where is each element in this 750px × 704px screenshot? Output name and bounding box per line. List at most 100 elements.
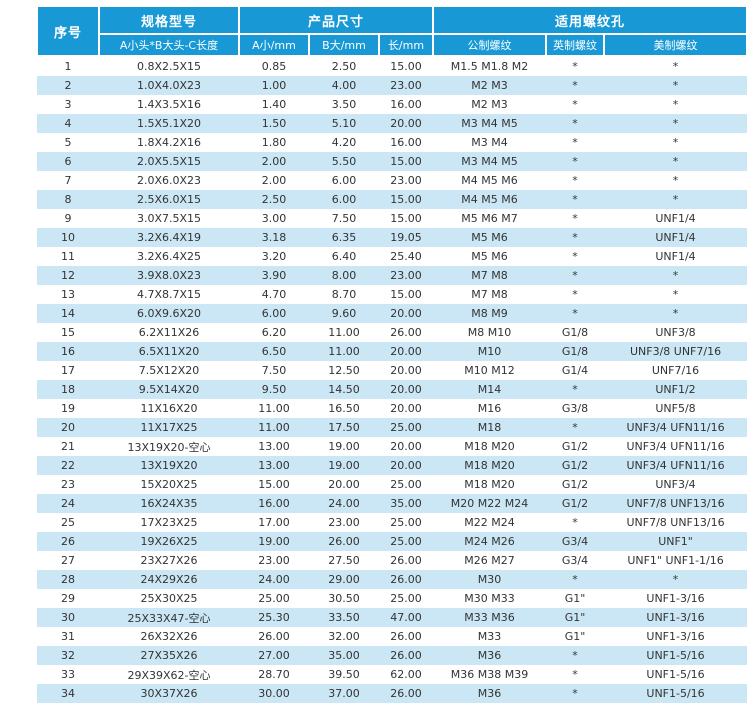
cell-us_thread: UNF1-3/16 xyxy=(646,611,705,624)
cell-length_mm: 25.00 xyxy=(390,478,422,491)
table-body: 1 0.8X2.5X15 0.85 2.50 15.00 M1.5 M1.8 M2 * * 2 1… xyxy=(37,56,748,703)
cell-metric_thread: M4 M5 M6 xyxy=(461,174,518,187)
cell-us_thread: UNF3/4 UFN11/16 xyxy=(626,440,725,453)
cell-metric_thread: M30 xyxy=(477,573,502,586)
cell-metric_thread: M8 M10 xyxy=(467,326,512,339)
table-row: 10 3.2X6.4X19 3.18 6.35 19.05 M5 M6 * UNF1/4 xyxy=(37,228,748,247)
cell-us_thread: UNF7/8 UNF13/16 xyxy=(626,516,725,529)
cell-serial: 5 xyxy=(64,136,72,149)
cell-imperial_thread: * xyxy=(572,250,578,263)
cell-spec: 4.7X8.7X15 xyxy=(136,288,202,301)
cell-b_big_mm: 4.00 xyxy=(331,79,357,92)
cell-us_thread: * xyxy=(672,136,679,149)
cell-serial: 1 xyxy=(64,60,72,73)
cell-spec: 1.5X5.1X20 xyxy=(136,117,202,130)
cell-metric_thread: M16 xyxy=(477,402,502,415)
cell-a_small_mm: 3.00 xyxy=(261,212,287,225)
cell-imperial_thread: * xyxy=(572,136,578,149)
cell-metric_thread: M10 M12 xyxy=(464,364,515,377)
col-header-serial: 序号 xyxy=(36,5,100,57)
cell-us_thread: UNF5/8 xyxy=(655,402,696,415)
cell-spec: 11X16X20 xyxy=(140,402,198,415)
cell-length_mm: 26.00 xyxy=(390,554,422,567)
cell-us_thread: UNF3/4 UFN11/16 xyxy=(626,459,725,472)
cell-serial: 21 xyxy=(61,440,75,453)
cell-length_mm: 23.00 xyxy=(390,269,422,282)
cell-length_mm: 20.00 xyxy=(390,307,422,320)
cell-imperial_thread: * xyxy=(572,231,578,244)
cell-b_big_mm: 9.60 xyxy=(331,307,357,320)
cell-us_thread: UNF3/4 xyxy=(655,478,696,491)
cell-spec: 7.5X12X20 xyxy=(138,364,200,377)
cell-serial: 29 xyxy=(61,592,75,605)
cell-us_thread: UNF1" UNF1-1/16 xyxy=(627,554,724,567)
cell-length_mm: 15.00 xyxy=(390,212,422,225)
cell-a_small_mm: 4.70 xyxy=(261,288,287,301)
cell-b_big_mm: 6.40 xyxy=(331,250,357,263)
cell-metric_thread: M5 M6 xyxy=(471,250,508,263)
cell-metric_thread: M18 M20 xyxy=(464,459,515,472)
cell-serial: 2 xyxy=(64,79,72,92)
table-row: 9 3.0X7.5X15 3.00 7.50 15.00 M5 M6 M7 * UNF1/4 xyxy=(37,209,748,228)
cell-a_small_mm: 7.50 xyxy=(261,364,287,377)
table-row: 12 3.9X8.0X23 3.90 8.00 23.00 M7 M8 * * xyxy=(37,266,748,285)
cell-us_thread: UNF1-5/16 xyxy=(646,687,705,700)
cell-us_thread: * xyxy=(672,60,679,73)
col-header-spec: A小头*B大头-C长度 xyxy=(98,33,240,57)
cell-spec: 3.0X7.5X15 xyxy=(136,212,202,225)
cell-us_thread: UNF1/2 xyxy=(655,383,696,396)
cell-serial: 28 xyxy=(61,573,75,586)
cell-imperial_thread: G1/4 xyxy=(561,364,589,377)
table-row: 26 19X26X25 19.00 26.00 25.00 M24 M26 G3/4 UNF1… xyxy=(37,532,748,551)
table-row: 14 6.0X9.6X20 6.00 9.60 20.00 M8 M9 * * xyxy=(37,304,748,323)
cell-imperial_thread: * xyxy=(572,117,578,130)
cell-a_small_mm: 1.50 xyxy=(261,117,287,130)
header-sub-row: A小头*B大头-C长度 A小/mm B大/mm 长/mm 公制螺纹 英制螺纹 美… xyxy=(37,33,749,57)
cell-b_big_mm: 7.50 xyxy=(331,212,357,225)
cell-imperial_thread: G1/2 xyxy=(561,497,589,510)
cell-serial: 26 xyxy=(61,535,75,548)
col-header-spec-group: 规格型号 xyxy=(98,5,240,35)
cell-metric_thread: M7 M8 xyxy=(471,269,508,282)
cell-a_small_mm: 13.00 xyxy=(258,440,290,453)
cell-imperial_thread: * xyxy=(572,288,578,301)
cell-a_small_mm: 2.00 xyxy=(261,155,287,168)
cell-serial: 8 xyxy=(64,193,72,206)
cell-a_small_mm: 0.85 xyxy=(261,60,287,73)
cell-us_thread: * xyxy=(672,307,679,320)
cell-spec: 6.2X11X26 xyxy=(138,326,200,339)
table-row: 31 26X32X26 26.00 32.00 26.00 M33 G1" UNF1-3/16 xyxy=(37,627,748,646)
cell-length_mm: 62.00 xyxy=(390,668,422,681)
cell-imperial_thread: G1/8 xyxy=(561,326,589,339)
cell-b_big_mm: 35.00 xyxy=(328,649,360,662)
cell-metric_thread: M30 M33 xyxy=(464,592,515,605)
cell-metric_thread: M3 M4 xyxy=(471,136,508,149)
cell-imperial_thread: * xyxy=(572,98,578,111)
cell-length_mm: 20.00 xyxy=(390,364,422,377)
cell-spec: 25X30X25 xyxy=(140,592,198,605)
cell-b_big_mm: 16.50 xyxy=(328,402,360,415)
cell-spec: 3.2X6.4X25 xyxy=(136,250,202,263)
cell-length_mm: 15.00 xyxy=(390,288,422,301)
cell-us_thread: * xyxy=(672,98,679,111)
cell-b_big_mm: 33.50 xyxy=(328,611,360,624)
table-row: 15 6.2X11X26 6.20 11.00 26.00 M8 M10 G1/8 UNF3/… xyxy=(37,323,748,342)
cell-a_small_mm: 1.40 xyxy=(261,98,287,111)
cell-b_big_mm: 6.00 xyxy=(331,174,357,187)
cell-spec: 25X33X47-空心 xyxy=(127,611,211,625)
cell-a_small_mm: 1.00 xyxy=(261,79,287,92)
cell-imperial_thread: * xyxy=(572,60,578,73)
cell-length_mm: 16.00 xyxy=(390,98,422,111)
cell-imperial_thread: G1" xyxy=(564,630,586,643)
cell-us_thread: UNF1" xyxy=(658,535,693,548)
cell-serial: 7 xyxy=(64,174,72,187)
table-row: 4 1.5X5.1X20 1.50 5.10 20.00 M3 M4 M5 * * xyxy=(37,114,748,133)
cell-b_big_mm: 24.00 xyxy=(328,497,360,510)
table-row: 1 0.8X2.5X15 0.85 2.50 15.00 M1.5 M1.8 M2 * * xyxy=(37,56,748,76)
cell-metric_thread: M1.5 M1.8 M2 xyxy=(450,60,529,73)
table-row: 13 4.7X8.7X15 4.70 8.70 15.00 M7 M8 * * xyxy=(37,285,748,304)
cell-b_big_mm: 19.00 xyxy=(328,440,360,453)
cell-spec: 27X35X26 xyxy=(140,649,198,662)
cell-imperial_thread: * xyxy=(572,155,578,168)
cell-b_big_mm: 29.00 xyxy=(328,573,360,586)
